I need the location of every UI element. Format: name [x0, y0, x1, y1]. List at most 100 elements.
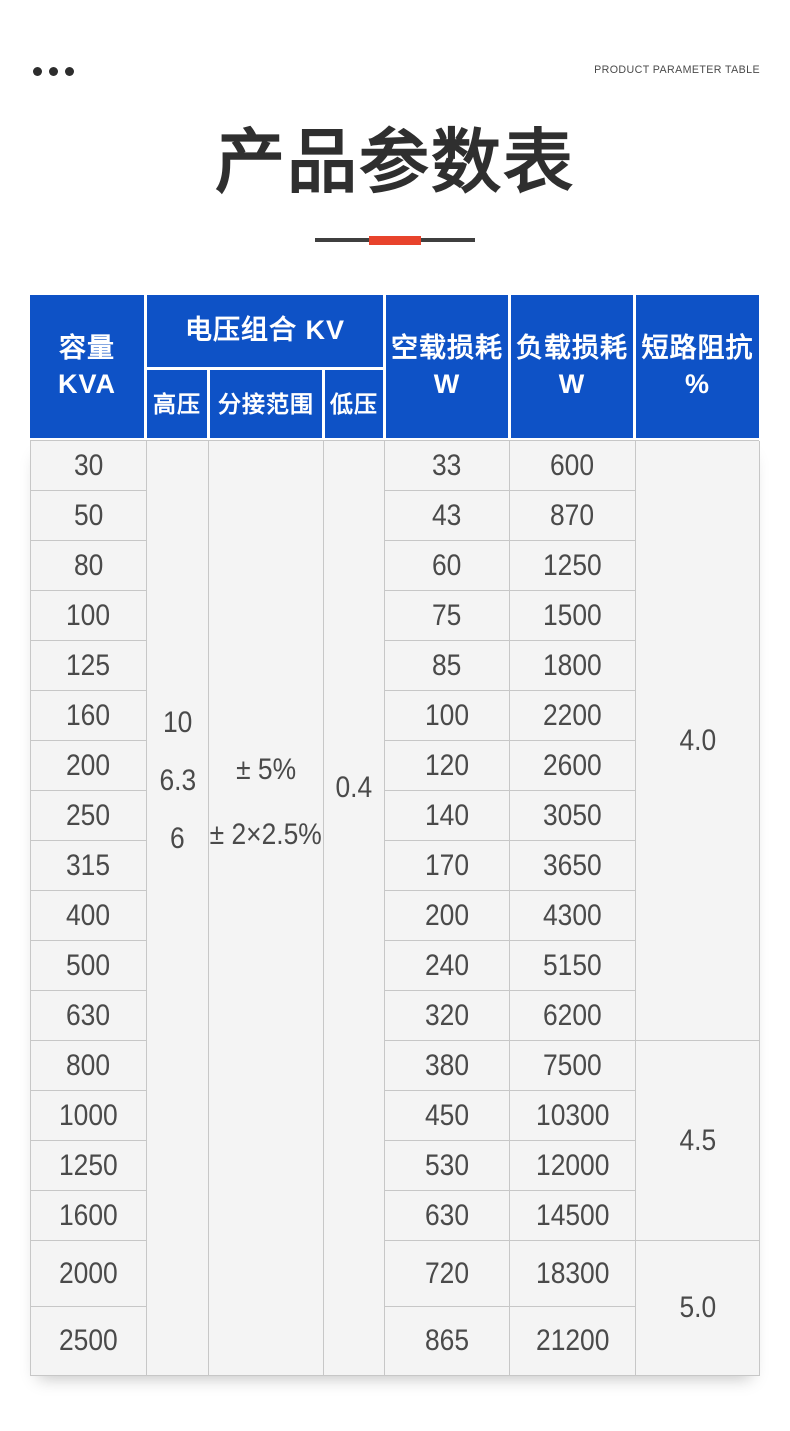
cell-no-load-loss: 865 — [385, 1307, 510, 1376]
cell-no-load-loss: 170 — [385, 841, 510, 891]
cell-no-load-loss: 380 — [385, 1041, 510, 1091]
cell-load-loss-value: 1500 — [543, 598, 602, 632]
cell-kva: 160 — [31, 691, 147, 741]
merged-cell-impedance-group: 4.5 — [636, 1041, 760, 1241]
header-voltage-group: 电压组合 KV — [147, 295, 383, 367]
cell-load-loss: 6200 — [510, 991, 636, 1041]
cell-load-loss-value: 600 — [550, 448, 595, 482]
cell-kva-value: 1000 — [59, 1098, 118, 1132]
cell-load-loss-value: 14500 — [535, 1198, 610, 1232]
cell-load-loss-value: 3050 — [543, 798, 602, 832]
cell-load-loss: 12000 — [510, 1141, 636, 1191]
header-impedance-line2: % — [684, 368, 710, 399]
cell-kva: 30 — [31, 441, 147, 491]
cell-load-loss-value: 12000 — [535, 1148, 610, 1182]
low-voltage-value: 0.4 — [335, 771, 373, 804]
cell-no-load-loss-value: 33 — [432, 448, 462, 482]
cell-kva: 2000 — [31, 1241, 147, 1307]
cell-no-load-loss: 200 — [385, 891, 510, 941]
cell-load-loss-value: 6200 — [543, 998, 602, 1032]
cell-no-load-loss: 530 — [385, 1141, 510, 1191]
header-capacity-line2: KVA — [57, 368, 116, 399]
cell-kva-value: 125 — [66, 648, 111, 682]
cell-load-loss-value: 10300 — [535, 1098, 610, 1132]
cell-load-loss: 2200 — [510, 691, 636, 741]
header-no-load-loss-line1: 空载损耗 — [391, 332, 503, 363]
table-header: 容量 KVA 电压组合 KV 高压 分接范围 低压 空载损耗 W 负载损耗 W … — [30, 295, 759, 438]
header-low-voltage: 低压 — [325, 370, 383, 438]
header-high-voltage: 高压 — [147, 370, 207, 438]
cell-no-load-loss-value: 720 — [424, 1256, 470, 1290]
cell-kva: 1600 — [31, 1191, 147, 1241]
cell-kva-value: 2000 — [59, 1256, 118, 1290]
cell-kva: 80 — [31, 541, 147, 591]
impedance-value: 4.5 — [679, 1123, 716, 1157]
header-capacity-line1: 容量 — [59, 332, 115, 363]
cell-no-load-loss-value: 450 — [424, 1098, 470, 1132]
cell-kva: 400 — [31, 891, 147, 941]
cell-load-loss: 1800 — [510, 641, 636, 691]
cell-load-loss-value: 2200 — [543, 698, 602, 732]
table-body: 10 6.3 6 ± 5% ± 2×2.5% 0.4 4.0 4.5 5.0 3… — [30, 440, 760, 1376]
cell-kva: 200 — [31, 741, 147, 791]
title-divider — [0, 226, 790, 250]
cell-no-load-loss: 60 — [385, 541, 510, 591]
cell-kva: 630 — [31, 991, 147, 1041]
header-no-load-loss-line2: W — [433, 368, 461, 399]
tap-range-value: ± 2×2.5% — [209, 817, 323, 851]
top-right-label: PRODUCT PARAMETER TABLE — [594, 64, 760, 76]
cell-load-loss-value: 4300 — [543, 898, 602, 932]
cell-load-loss: 21200 — [510, 1307, 636, 1376]
cell-no-load-loss-value: 60 — [432, 548, 462, 582]
cell-kva: 1000 — [31, 1091, 147, 1141]
impedance-value: 5.0 — [679, 1291, 716, 1324]
cell-no-load-loss: 75 — [385, 591, 510, 641]
cell-no-load-loss: 120 — [385, 741, 510, 791]
cell-no-load-loss-value: 530 — [424, 1148, 470, 1182]
header-load-loss-line1: 负载损耗 — [516, 332, 628, 363]
merged-cell-tap-range: ± 5% ± 2×2.5% — [209, 441, 324, 1376]
cell-no-load-loss: 140 — [385, 791, 510, 841]
cell-kva: 800 — [31, 1041, 147, 1091]
cell-kva-value: 200 — [66, 748, 111, 782]
cell-load-loss-value: 870 — [550, 498, 595, 532]
cell-kva: 100 — [31, 591, 147, 641]
cell-no-load-loss-value: 75 — [432, 598, 462, 632]
cell-no-load-loss: 320 — [385, 991, 510, 1041]
cell-kva: 250 — [31, 791, 147, 841]
cell-no-load-loss-value: 865 — [424, 1324, 470, 1357]
cell-kva: 2500 — [31, 1307, 147, 1376]
header-impedance-line1: 短路阻抗 — [641, 332, 754, 363]
cell-no-load-loss-value: 200 — [424, 898, 470, 932]
cell-kva-value: 50 — [73, 498, 104, 532]
high-voltage-value: 10 — [162, 706, 193, 739]
cell-load-loss-value: 18300 — [535, 1256, 610, 1290]
cell-load-loss: 10300 — [510, 1091, 636, 1141]
dot-icon — [33, 67, 42, 76]
divider-red-accent — [369, 236, 421, 245]
cell-kva-value: 1250 — [59, 1148, 118, 1182]
cell-load-loss: 3050 — [510, 791, 636, 841]
dot-icon — [49, 67, 58, 76]
cell-kva-value: 250 — [66, 798, 111, 832]
cell-no-load-loss-value: 85 — [432, 648, 462, 682]
cell-load-loss-value: 21200 — [535, 1324, 610, 1357]
dot-icon — [65, 67, 74, 76]
cell-no-load-loss: 450 — [385, 1091, 510, 1141]
cell-load-loss: 3650 — [510, 841, 636, 891]
header-capacity: 容量 KVA — [30, 295, 144, 438]
cell-load-loss-value: 1800 — [543, 648, 602, 682]
cell-kva-value: 1600 — [59, 1198, 118, 1232]
cell-kva-value: 630 — [66, 998, 111, 1032]
cell-kva: 500 — [31, 941, 147, 991]
cell-load-loss: 1250 — [510, 541, 636, 591]
cell-load-loss: 18300 — [510, 1241, 636, 1307]
cell-load-loss: 7500 — [510, 1041, 636, 1091]
cell-load-loss-value: 2600 — [543, 748, 602, 782]
high-voltage-value: 6 — [170, 822, 185, 855]
cell-kva-value: 315 — [66, 848, 111, 882]
cell-no-load-loss-value: 320 — [424, 998, 470, 1032]
cell-no-load-loss: 85 — [385, 641, 510, 691]
header-impedance: 短路阻抗 % — [636, 295, 759, 438]
